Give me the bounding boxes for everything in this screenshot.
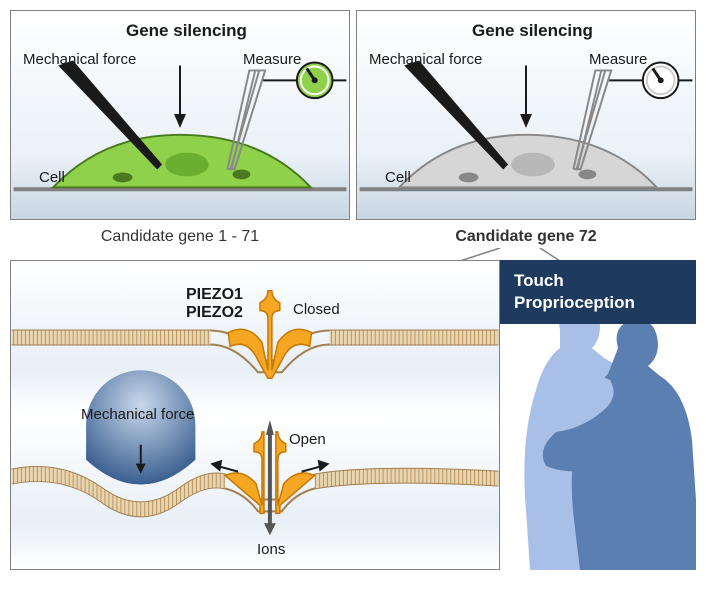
piezo2-label: PIEZO2 [186,304,243,322]
panel-candidate-1-71: Gene silencing Mechanical force Measure … [10,10,350,260]
touch-line2: Proprioception [514,292,682,314]
gene-silencing-label-r: Gene silencing [472,21,593,41]
mechanism-panel: PIEZO1 PIEZO2 Closed Open Mechanical for… [10,260,500,570]
gene-silencing-label: Gene silencing [126,21,247,41]
mech-force-bottom-label: Mechanical force [81,406,194,423]
closed-label: Closed [293,301,340,318]
measure-label-r: Measure [589,51,647,68]
panel-candidate-72: Gene silencing Mechanical force Measure … [356,10,696,260]
top-row: Gene silencing Mechanical force Measure … [10,10,696,260]
touch-panel: Touch Proprioception [500,260,696,570]
cell-label: Cell [39,169,65,186]
piezo1-label: PIEZO1 [186,286,243,304]
panel-left-svg [11,11,349,219]
panel-right-svg [357,11,695,219]
caption-left: Candidate gene 1 - 71 [10,228,350,246]
caption-right: Candidate gene 72 [356,228,696,246]
cell-label-r: Cell [385,169,411,186]
touch-line1: Touch [514,270,682,292]
open-label: Open [289,431,326,448]
ions-label: Ions [257,541,285,558]
mech-force-label-r: Mechanical force [369,51,482,68]
mech-force-label: Mechanical force [23,51,136,68]
touch-header: Touch Proprioception [500,260,696,324]
bottom-row: PIEZO1 PIEZO2 Closed Open Mechanical for… [10,260,696,570]
measure-label: Measure [243,51,301,68]
